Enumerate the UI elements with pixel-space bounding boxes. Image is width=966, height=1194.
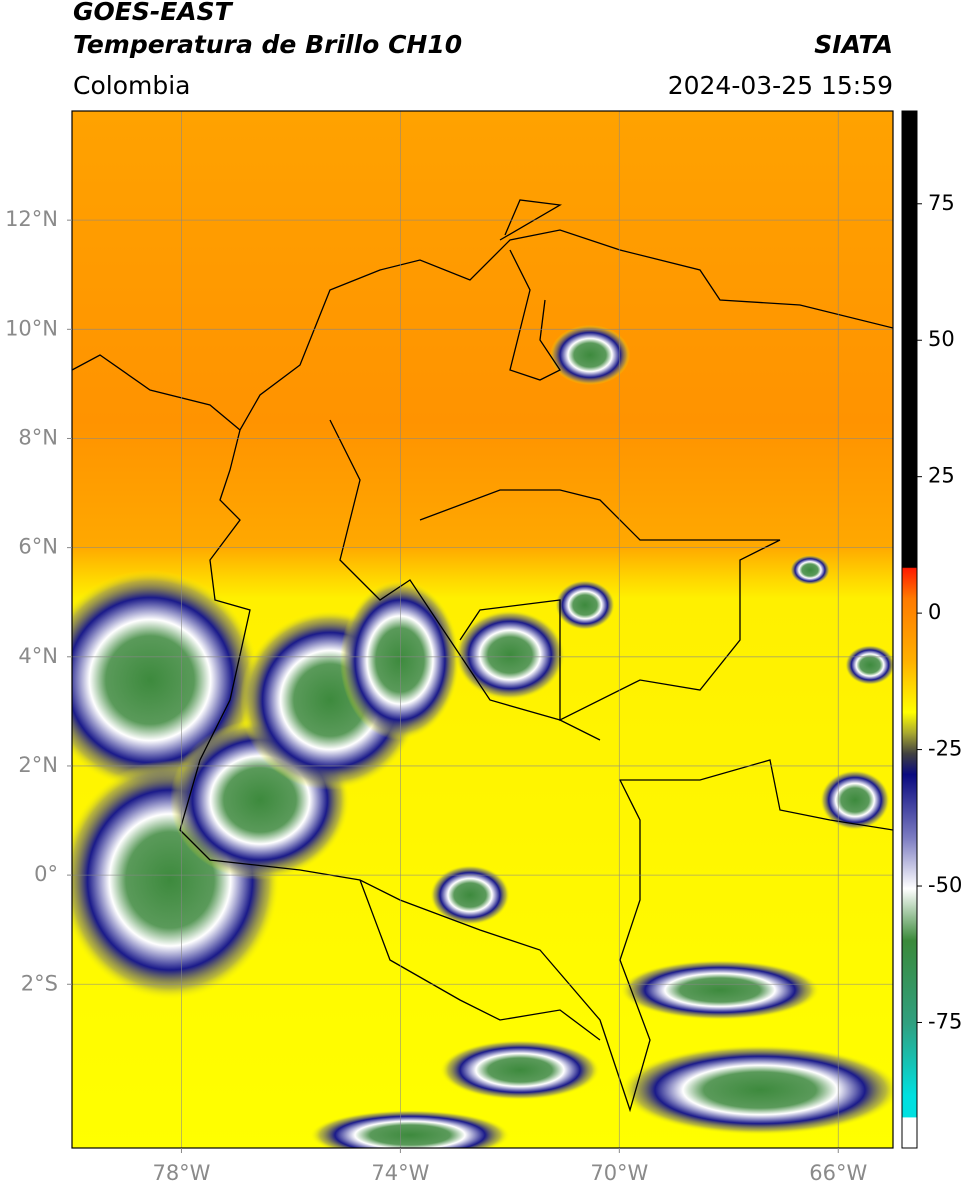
subtitle: Temperatura de Brillo CH10 bbox=[73, 30, 462, 59]
y-tick-label: 2°N bbox=[18, 753, 58, 777]
colorbar bbox=[901, 110, 918, 1149]
x-tick-label: 74°W bbox=[371, 1161, 429, 1185]
y-tick-label: 2°S bbox=[21, 971, 58, 995]
y-tick-label: 12°N bbox=[5, 207, 58, 231]
grid bbox=[72, 111, 893, 1148]
y-tick-label: 10°N bbox=[5, 316, 58, 340]
colorbar-tick-label: -50 bbox=[928, 873, 962, 897]
map-frame bbox=[71, 110, 894, 1149]
x-tick-label: 70°W bbox=[590, 1161, 648, 1185]
colorbar-tick-label: 50 bbox=[928, 327, 955, 351]
x-tick-label: 66°W bbox=[809, 1161, 867, 1185]
colorbar-tick-label: -25 bbox=[928, 737, 962, 761]
y-tick-label: 6°N bbox=[18, 535, 58, 559]
colorbar-tick-label: 0 bbox=[928, 600, 941, 624]
colorbar-tick-label: 25 bbox=[928, 464, 955, 488]
source: SIATA bbox=[814, 30, 893, 59]
colorbar-tick-label: -75 bbox=[928, 1009, 962, 1033]
map-image bbox=[72, 111, 893, 1148]
title: GOES-EAST bbox=[73, 0, 234, 26]
y-tick-label: 4°N bbox=[18, 644, 58, 668]
datetime: 2024-03-25 15:59 bbox=[668, 71, 893, 100]
y-tick-label: 8°N bbox=[18, 425, 58, 449]
y-tick-label: 0° bbox=[34, 862, 58, 886]
region: Colombia bbox=[73, 71, 190, 100]
colorbar-tick-label: 75 bbox=[928, 191, 955, 215]
x-tick-label: 78°W bbox=[152, 1161, 210, 1185]
